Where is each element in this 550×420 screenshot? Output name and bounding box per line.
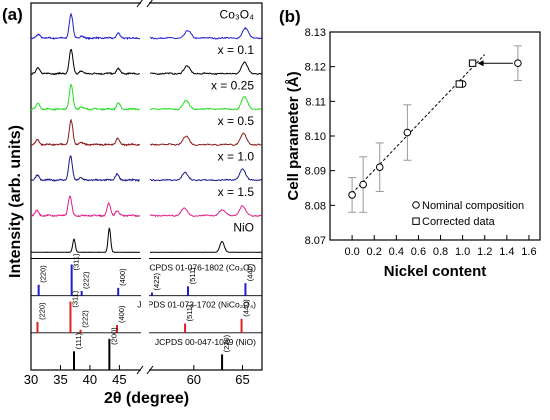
x-tick-label: 1.0 [455, 246, 470, 258]
y-axis-label: Cell parameter (Å) [285, 71, 302, 200]
xrd-series-label: x = 0.5 [218, 114, 255, 128]
axis-break-gap [141, 1, 149, 372]
y-tick-label: 8.09 [305, 166, 326, 178]
hkl-label: (400) [118, 268, 127, 286]
annotation-arrowhead [477, 60, 484, 67]
xrd-series-label: Co₃O₄ [220, 8, 255, 22]
x-axis-label: 2θ (degree) [104, 390, 189, 407]
panel-b-cell-parameter: (b) 0.0 0.2 0.4 0.6 0.8 1.0 1.2 1.4 1.6 8.07 8.08 8.… [279, 7, 541, 280]
hkl-label: (311) [70, 290, 79, 307]
hkl-label: (311) [72, 253, 81, 270]
y-tick-label: 8.12 [305, 62, 326, 74]
legend-label: Corrected data [422, 216, 496, 228]
hkl-label: (111) [74, 332, 83, 349]
hkl-label: (220) [39, 265, 48, 283]
x-tick-label: 1.4 [499, 246, 514, 258]
x-tick-label: 40 [83, 372, 97, 387]
axis-break-mark [146, 365, 154, 375]
legend-label: Nominal composition [422, 200, 524, 212]
panel-a-xrd: (a) Co₃O₄ x = 0.1 x = 0.25 x = 0.5 x = 1.0 x =… [2, 0, 263, 407]
nominal-point [348, 191, 356, 199]
x-tick-label: 0.2 [367, 246, 382, 258]
xrd-series-line [30, 195, 262, 218]
hkl-label: (220) [222, 334, 231, 352]
xrd-series-label: x = 1.0 [218, 150, 255, 164]
hkl-label: (511) [188, 267, 197, 284]
xrd-series-line [30, 83, 262, 112]
x-tick-label: 1.2 [477, 246, 492, 258]
x-tick-label: 35 [53, 372, 67, 387]
axis-break-mark [136, 0, 143, 8]
y-axis-label: Intensity (arb. units) [7, 125, 24, 278]
panel-label: (b) [279, 7, 301, 26]
hkl-label: (422) [152, 273, 161, 291]
panel-label: (a) [2, 5, 23, 24]
corrected-point [455, 80, 464, 88]
reference-title: JCPDS 01-076-1802 (Co₃O₄) [145, 263, 256, 273]
xrd-series-line [30, 155, 262, 183]
x-tick-label: 0.8 [433, 246, 448, 258]
hkl-label: (400) [117, 305, 126, 323]
x-tick-label: 65 [235, 372, 249, 387]
nominal-point [514, 59, 522, 68]
x-tick-label: 1.6 [521, 246, 536, 258]
x-tick-label: 0.0 [344, 246, 359, 258]
x-tick-label: 0.6 [411, 246, 426, 258]
xrd-series-label: NiO [233, 221, 254, 235]
hkl-label: (200) [109, 327, 118, 345]
xrd-series-line [30, 48, 262, 76]
y-tick-label: 8.07 [305, 235, 326, 247]
x-tick-label: 0.4 [389, 246, 404, 258]
xrd-series-line [30, 227, 262, 254]
xrd-series-line [30, 12, 262, 41]
y-tick-label: 8.10 [305, 131, 326, 143]
reference-title: JCPDS 01-073-1702 (NiCo₂O₄) [137, 300, 256, 310]
x-axis-label: Nickel content [384, 263, 487, 280]
nominal-point [375, 163, 384, 171]
legend-square-marker [412, 217, 420, 225]
hkl-label: (222) [82, 271, 91, 289]
legend-circle-marker [412, 201, 420, 209]
xrd-series-label: x = 0.1 [218, 43, 255, 57]
xrd-series-label: x = 0.25 [211, 79, 254, 93]
reference-title: JCPDS 00-047-1049 (NiO) [155, 337, 256, 347]
hkl-label: (440) [245, 263, 254, 281]
y-tick-label: 8.13 [305, 27, 326, 39]
hkl-label: (222) [80, 310, 89, 328]
x-tick-label: 30 [24, 372, 38, 387]
x-tick-label: 45 [112, 372, 126, 387]
axis-break-mark [146, 0, 153, 8]
xrd-series-label: x = 1.5 [218, 185, 255, 199]
hkl-label: (511) [185, 304, 194, 321]
axis-break-mark [136, 365, 144, 375]
hkl-label: (440) [242, 299, 251, 317]
y-tick-label: 8.08 [305, 200, 326, 212]
corrected-point [468, 59, 477, 67]
fit-line [351, 54, 486, 194]
x-tick-label: 60 [187, 372, 201, 387]
y-tick-label: 8.11 [305, 96, 326, 108]
xrd-series-line [31, 118, 262, 147]
nominal-point [403, 128, 412, 137]
nominal-point [359, 180, 367, 189]
hkl-label: (220) [37, 302, 46, 320]
